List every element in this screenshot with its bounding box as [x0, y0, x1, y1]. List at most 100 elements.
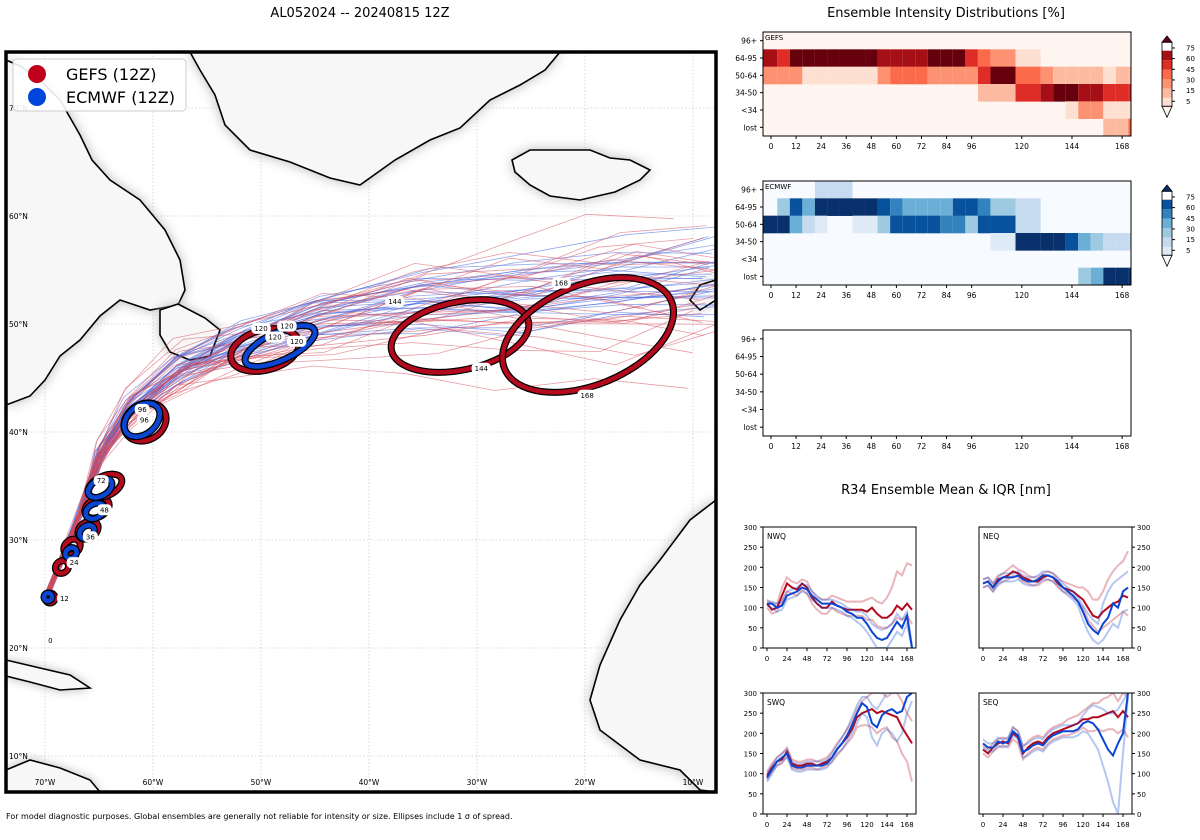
colorbar: 5 15 30 45 60 75 [1161, 35, 1195, 119]
x-tick-label: 96 [843, 821, 852, 829]
gefs-iqr-line [982, 574, 1129, 634]
heatmap-cell [839, 181, 853, 199]
heatmap-cell [777, 215, 790, 234]
ecmwf-iqr-line [766, 700, 913, 783]
hour-label: 144 [388, 298, 402, 306]
colorbar-tick-label: 15 [1186, 236, 1195, 244]
x-tick-label: 120 [860, 821, 873, 829]
heatmap-frame [762, 329, 1132, 437]
heatmap-cell [865, 198, 878, 216]
lat-label: 20°N [9, 644, 28, 653]
heatmap-cell [1065, 66, 1079, 85]
heatmap-cell [877, 198, 891, 216]
heatmap-x-tick-label: 12 [791, 442, 801, 451]
x-tick-label: 144 [1096, 821, 1110, 829]
heatmap-cell [965, 49, 978, 67]
x-tick-label: 144 [1096, 655, 1110, 663]
x-tick-label: 120 [1076, 655, 1089, 663]
hour-label: 120 [290, 338, 303, 346]
hour-label: 12 [60, 595, 69, 603]
gefs-iqr-line [982, 693, 1129, 751]
heatmap-row-label: 50-64 [735, 71, 757, 80]
ecmwf-ellipse-stroke [63, 545, 79, 561]
ecmwf-mean-line [982, 574, 1129, 636]
heatmap-x-tick-label: 168 [1115, 142, 1130, 151]
ensemble-track-line [44, 289, 697, 601]
heatmap-cell [789, 66, 803, 85]
x-tick-label: 0 [765, 655, 769, 663]
heatmap-cell [877, 49, 891, 67]
colorbar-tick-label: 45 [1186, 215, 1195, 223]
heatmap-cell [763, 66, 778, 85]
heatmap-cell [802, 198, 815, 216]
intensity-heatmaps: GEFS 96+ 64-95 50-64 34-50 <34 lost 0 12 24 36 48 60… [735, 31, 1195, 451]
lat-label: 10°N [9, 752, 28, 761]
heatmap-cell [915, 66, 928, 85]
colorbar-tick-label: 30 [1186, 225, 1195, 233]
x-tick-label: 0 [981, 655, 985, 663]
colorbar-tick-label: 75 [1186, 193, 1195, 201]
y-tick-label: 250 [1137, 710, 1150, 718]
heatmap-cell [977, 198, 991, 216]
heatmap-cell [814, 49, 828, 67]
ecmwf-iqr-line [766, 693, 912, 775]
heatmap-row-label: 34-50 [735, 238, 757, 247]
heatmap-cell [1103, 267, 1116, 286]
colorbar-segment [1162, 97, 1172, 108]
hour-label-bg [277, 320, 297, 332]
x-tick-label: 24 [783, 655, 792, 663]
heatmap-cell [1015, 233, 1041, 251]
colorbar-segment [1162, 199, 1172, 210]
heatmap-cell [865, 215, 878, 234]
lon-label: 20°W [575, 778, 596, 787]
heatmap-cell [1115, 66, 1129, 85]
figure-title: AL052024 -- 20240815 12Z [270, 6, 449, 21]
heatmap-cell [990, 215, 1016, 234]
y-tick-label: 200 [1137, 564, 1150, 572]
heatmap-x-tick-label: 36 [841, 291, 851, 300]
heatmap-x-tick-label: 48 [867, 142, 877, 151]
africa-land [589, 498, 716, 792]
heatmap-row-label: <34 [741, 106, 757, 115]
hour-label-bg [56, 592, 72, 604]
gefs-ellipse-stroke [388, 297, 532, 375]
heatmap-cell [802, 66, 815, 85]
x-tick-label: 48 [1019, 655, 1028, 663]
heatmap-cell [1065, 84, 1079, 102]
heatmap-x-tick-label: 48 [867, 291, 877, 300]
heatmap-GEFS: GEFS 96+ 64-95 50-64 34-50 <34 lost 0 12 24 36 48 60… [735, 31, 1195, 151]
x-tick-label: 96 [843, 655, 852, 663]
heatmap-row-label: 96+ [741, 335, 757, 344]
heatmap-cell [1115, 233, 1129, 251]
x-tick-label: 48 [1019, 821, 1028, 829]
heatmap-cell [1115, 267, 1129, 286]
heatmap-cell [927, 215, 941, 234]
heatmap-cell [990, 84, 1016, 102]
heatmap-cell [814, 66, 828, 85]
heatmap-cell [940, 198, 953, 216]
heatmap-cell [814, 215, 828, 234]
hour-label-bg [385, 295, 405, 307]
x-tick-label: 0 [981, 821, 985, 829]
gefs-spread-ellipse [498, 274, 678, 396]
y-tick-label: 100 [1137, 771, 1150, 779]
heatmap-row-label: 64-95 [735, 203, 757, 212]
heatmap-cell [1128, 267, 1131, 286]
heatmap-row-label: 64-95 [735, 54, 757, 63]
heatmap-cell [1053, 66, 1066, 85]
heatmap-cell [1115, 84, 1129, 102]
y-tick-label: 300 [1137, 524, 1150, 532]
x-tick-label: 96 [1059, 821, 1068, 829]
heatmap-x-tick-label: 84 [942, 142, 952, 151]
x-tick-label: 144 [880, 655, 894, 663]
map-frame [4, 50, 718, 794]
heatmap-cell [990, 66, 1016, 85]
heatmap-cell [839, 198, 853, 216]
ecmwf-iqr-line [982, 570, 1129, 626]
panel-name: SEQ [983, 698, 998, 707]
colorbar-segment [1162, 88, 1172, 98]
heatmap-cell [890, 49, 903, 67]
hour-label: 120 [268, 333, 281, 341]
